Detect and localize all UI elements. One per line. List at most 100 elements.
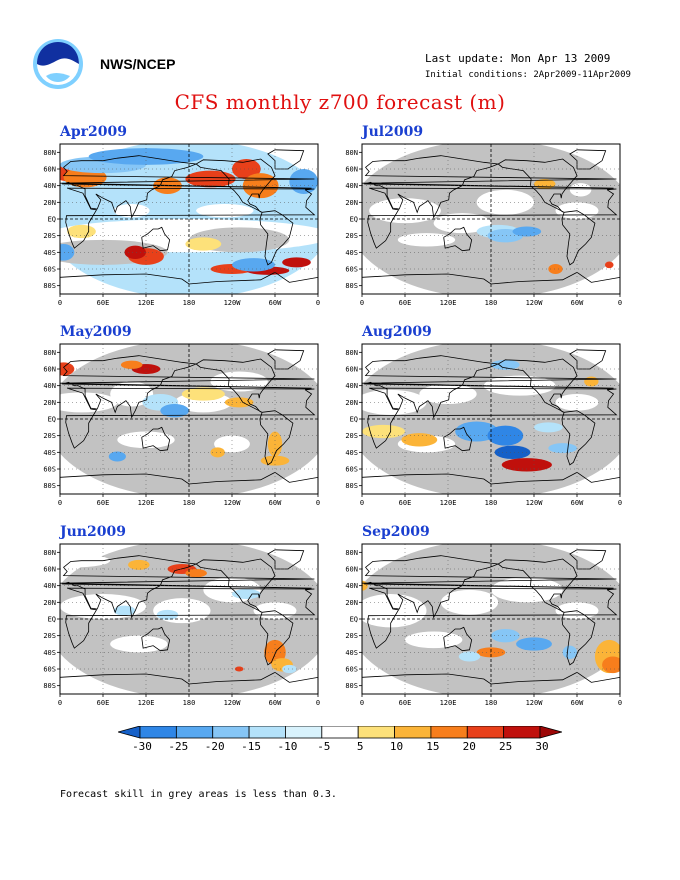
anomaly-region	[185, 170, 236, 188]
anomaly-region	[232, 159, 261, 179]
lon-tick-label: 60E	[399, 499, 412, 507]
lat-tick-label: 20S	[43, 432, 56, 440]
anomaly-region	[185, 569, 207, 578]
lat-tick-label: 40S	[345, 649, 358, 657]
lon-tick-label: 120E	[138, 499, 155, 507]
lat-tick-label: 20N	[43, 399, 56, 407]
anomaly-region	[156, 609, 179, 620]
lon-tick-label: 180	[485, 699, 498, 707]
anomaly-region	[512, 226, 542, 237]
lat-tick-label: EQ	[350, 616, 358, 624]
colorbar-tick-label: 5	[357, 740, 364, 753]
lat-tick-label: 40N	[345, 182, 358, 190]
lat-tick-label: 80S	[345, 482, 358, 490]
coastline	[362, 671, 620, 685]
anomaly-region	[401, 433, 438, 447]
forecast-map-apr: 80N 60N 40N 20N EQ 20S 40S 60S 80S 0 60E 120E 180 120…	[43, 143, 320, 307]
coastline	[259, 610, 294, 666]
colorbar-tick-label: -15	[241, 740, 261, 753]
coastline	[569, 349, 607, 370]
colorbar-tick-label: -20	[205, 740, 225, 753]
noaa-logo	[33, 39, 83, 89]
lon-tick-label: 120E	[138, 699, 155, 707]
colorbar-swatch	[394, 726, 432, 739]
lon-tick-label: 0	[360, 699, 364, 707]
coastline	[443, 626, 473, 652]
forecast-map-aug: 80N 60N 40N 20N EQ 20S 40S 60S 80S 0 60E 120E 180 120…	[345, 343, 622, 507]
lat-tick-label: 20N	[43, 199, 56, 207]
lon-tick-label: 0	[618, 499, 622, 507]
lat-tick-label: 60S	[345, 266, 358, 274]
lon-tick-label: 180	[485, 499, 498, 507]
anomaly-region	[108, 451, 126, 462]
forecast-map-jul: 80N 60N 40N 20N EQ 20S 40S 60S 80S 0 60E 120E 180 120…	[345, 143, 622, 307]
lat-tick-label: 60S	[345, 466, 358, 474]
coastline	[267, 149, 305, 170]
last-update: Last update: Mon Apr 13 2009	[425, 52, 611, 65]
lon-tick-label: 60W	[571, 499, 584, 507]
anomaly-region	[196, 204, 254, 218]
colorbar-swatch	[285, 726, 323, 739]
lat-tick-label: 80N	[43, 349, 56, 357]
lon-tick-label: 0	[360, 499, 364, 507]
anomaly-region	[362, 424, 405, 439]
org-label: NWS/NCEP	[100, 56, 176, 72]
colorbar-swatch	[503, 726, 541, 739]
anomaly-region	[117, 431, 175, 449]
anomaly-region	[455, 421, 499, 442]
coastline	[362, 271, 620, 285]
coastline	[65, 187, 316, 249]
colorbar-arrow-high	[539, 726, 562, 739]
lat-tick-label: 60S	[345, 666, 358, 674]
initial-conditions: Initial conditions: 2Apr2009-11Apr2009	[425, 70, 631, 80]
anomaly-region	[113, 204, 150, 218]
anomaly-region	[491, 359, 520, 370]
lat-tick-label: 40S	[345, 449, 358, 457]
coastline	[60, 271, 318, 285]
anomaly-region	[458, 651, 481, 662]
coastline	[60, 471, 318, 485]
colorbar-swatch	[139, 726, 177, 739]
lat-tick-label: 40S	[43, 249, 56, 257]
lat-tick-label: 60S	[43, 266, 56, 274]
lat-tick-label: 60S	[43, 466, 56, 474]
lat-tick-label: EQ	[48, 616, 56, 624]
coastline	[141, 426, 171, 452]
anomaly-region	[476, 189, 534, 215]
lat-tick-label: 40N	[345, 382, 358, 390]
anomaly-region	[604, 261, 614, 269]
anomaly-region	[181, 387, 225, 401]
lat-tick-label: 80N	[43, 149, 56, 157]
coastline	[362, 155, 617, 219]
lon-tick-label: 0	[316, 499, 320, 507]
lon-tick-label: 180	[183, 299, 196, 307]
coastline	[569, 149, 607, 170]
lat-tick-label: 80N	[345, 549, 358, 557]
lon-tick-label: 120E	[440, 699, 457, 707]
forecast-map-sep: 80N 60N 40N 20N EQ 20S 40S 60S 80S 0 60E 120E 180 120…	[345, 543, 622, 707]
lat-tick-label: 60N	[43, 166, 56, 174]
anomaly-region	[120, 360, 143, 369]
footnote: Forecast skill in grey areas is less tha…	[60, 789, 337, 800]
coastline	[65, 387, 316, 449]
anomaly-region	[214, 435, 250, 453]
lat-tick-label: 40N	[43, 182, 56, 190]
lon-tick-label: 60E	[97, 299, 110, 307]
anomaly-region	[113, 605, 136, 616]
panel-label-sep: Sep2009	[362, 524, 430, 540]
lat-tick-label: 80S	[43, 482, 56, 490]
colorbar-tick-label: 30	[535, 740, 548, 753]
colorbar-tick-label: -10	[278, 740, 298, 753]
lon-tick-label: 120W	[224, 699, 242, 707]
anomaly-region	[60, 392, 118, 413]
coastline	[60, 155, 315, 219]
lon-tick-label: 60W	[571, 699, 584, 707]
anomaly-region	[476, 647, 506, 658]
colorbar-arrow-low	[118, 726, 141, 739]
colorbar-swatch	[430, 726, 468, 739]
coastline	[362, 471, 620, 485]
lat-tick-label: EQ	[350, 216, 358, 224]
colorbar-swatch	[175, 726, 214, 739]
lon-tick-label: 120E	[440, 499, 457, 507]
colorbar-legend: -30 -25 -20 -15 -10 -5 5 10 15 20 25 30	[118, 726, 562, 753]
